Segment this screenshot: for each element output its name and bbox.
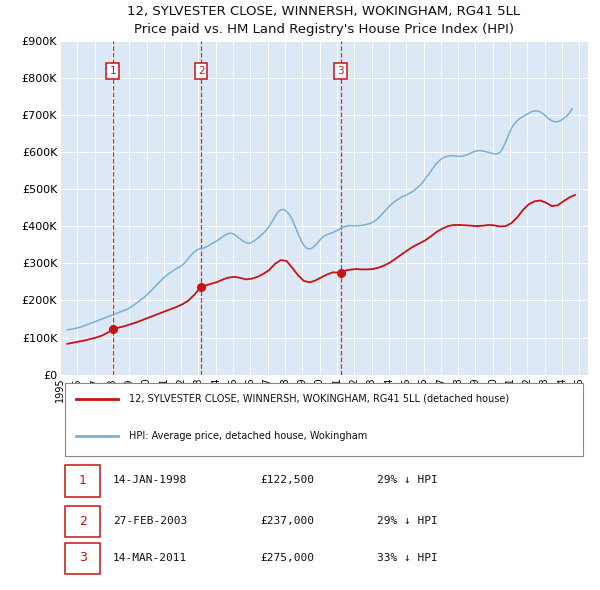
Text: 29% ↓ HPI: 29% ↓ HPI — [377, 516, 437, 526]
Text: 27-FEB-2003: 27-FEB-2003 — [113, 516, 187, 526]
Text: 14-JAN-1998: 14-JAN-1998 — [113, 476, 187, 486]
FancyBboxPatch shape — [65, 465, 100, 497]
Text: £275,000: £275,000 — [260, 553, 314, 563]
Text: £122,500: £122,500 — [260, 476, 314, 486]
Text: 2: 2 — [79, 514, 86, 527]
Text: 2: 2 — [198, 66, 205, 76]
Text: 1: 1 — [79, 474, 86, 487]
Title: 12, SYLVESTER CLOSE, WINNERSH, WOKINGHAM, RG41 5LL
Price paid vs. HM Land Regist: 12, SYLVESTER CLOSE, WINNERSH, WOKINGHAM… — [127, 5, 521, 36]
Text: 12, SYLVESTER CLOSE, WINNERSH, WOKINGHAM, RG41 5LL (detached house): 12, SYLVESTER CLOSE, WINNERSH, WOKINGHAM… — [128, 394, 509, 404]
Text: 29% ↓ HPI: 29% ↓ HPI — [377, 476, 437, 486]
Text: 3: 3 — [79, 551, 86, 564]
Text: 1: 1 — [109, 66, 116, 76]
Text: 14-MAR-2011: 14-MAR-2011 — [113, 553, 187, 563]
Text: HPI: Average price, detached house, Wokingham: HPI: Average price, detached house, Woki… — [128, 431, 367, 441]
FancyBboxPatch shape — [65, 506, 100, 537]
FancyBboxPatch shape — [65, 543, 100, 574]
Text: £237,000: £237,000 — [260, 516, 314, 526]
FancyBboxPatch shape — [65, 383, 583, 456]
Text: 3: 3 — [337, 66, 344, 76]
Text: 33% ↓ HPI: 33% ↓ HPI — [377, 553, 437, 563]
